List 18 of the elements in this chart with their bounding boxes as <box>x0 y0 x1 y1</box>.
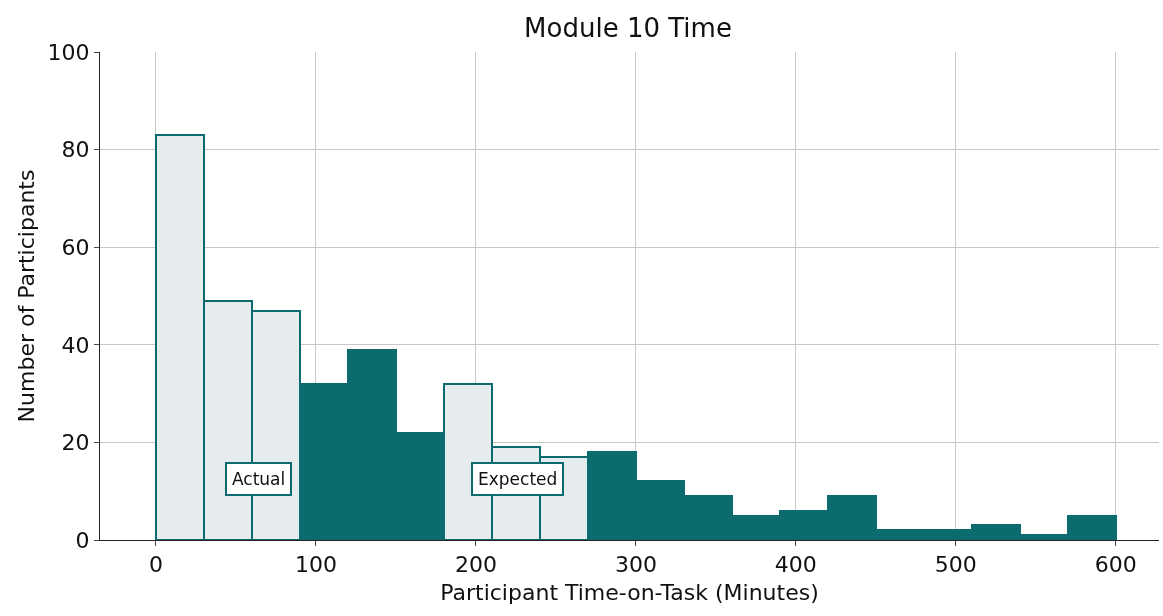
y-tick-label: 20 <box>61 430 90 456</box>
x-axis-title: Participant Time-on-Task (Minutes) <box>440 580 819 606</box>
x-tick-label: 0 <box>148 552 163 578</box>
y-tick-label: 40 <box>61 332 90 358</box>
y-tick-label: 0 <box>75 527 90 553</box>
annotation: Actual <box>232 469 286 489</box>
x-tick-label: 500 <box>934 552 977 578</box>
x-tick-label: 300 <box>614 552 657 578</box>
y-tick-label: 100 <box>47 39 90 65</box>
x-tick-label: 600 <box>1094 552 1137 578</box>
chart-title: Module 10 Time <box>524 12 732 43</box>
x-tick-label: 400 <box>774 552 817 578</box>
x-tick-label: 100 <box>294 552 337 578</box>
y-tick-label: 60 <box>61 234 90 260</box>
annotation: Expected <box>478 469 558 489</box>
x-tick-label: 200 <box>454 552 497 578</box>
y-tick-label: 80 <box>61 137 90 163</box>
y-axis-title: Number of Participants <box>14 169 40 423</box>
